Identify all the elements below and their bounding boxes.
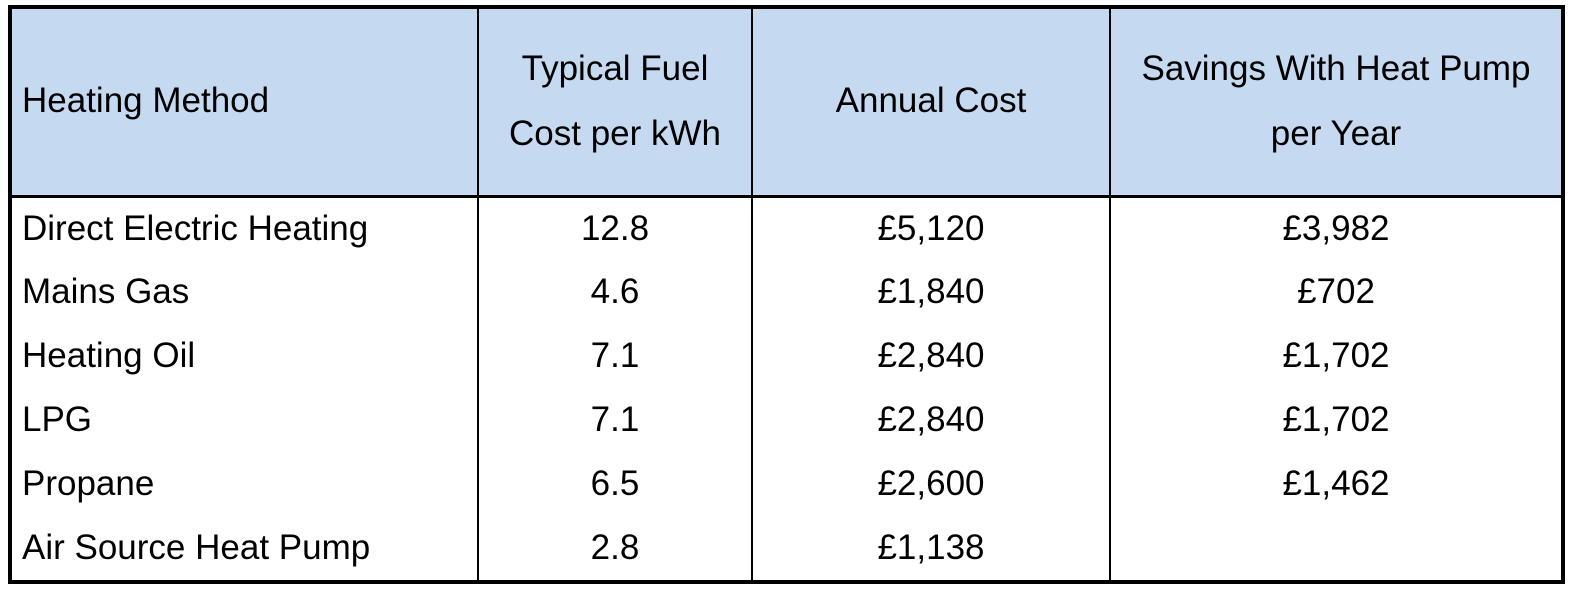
cell-fuel-cost: 6.5 <box>477 452 752 516</box>
cell-savings <box>1109 516 1561 580</box>
column-header-fuel-cost: Typical Fuel Cost per kWh <box>477 9 752 198</box>
cell-savings: £1,702 <box>1109 388 1561 452</box>
cell-fuel-cost: 2.8 <box>477 516 752 580</box>
cell-savings: £3,982 <box>1109 196 1561 260</box>
cell-heating-method: Heating Oil <box>12 324 478 388</box>
cell-heating-method: Propane <box>12 452 478 516</box>
cell-heating-method: Air Source Heat Pump <box>12 516 478 580</box>
cell-savings: £1,702 <box>1109 324 1561 388</box>
cell-annual-cost: £1,138 <box>751 516 1110 580</box>
table-row: LPG 7.1 £2,840 £1,702 <box>12 388 1561 452</box>
cell-heating-method: LPG <box>12 388 478 452</box>
column-header-savings: Savings With Heat Pump per Year <box>1109 9 1561 198</box>
cell-fuel-cost: 12.8 <box>477 196 752 260</box>
cell-annual-cost: £5,120 <box>751 196 1110 260</box>
cell-heating-method: Mains Gas <box>12 260 478 324</box>
column-header-annual-cost: Annual Cost <box>751 9 1110 198</box>
cell-annual-cost: £2,840 <box>751 324 1110 388</box>
header-row: Heating Method Typical Fuel Cost per kWh… <box>12 9 1561 198</box>
cell-fuel-cost: 7.1 <box>477 324 752 388</box>
cost-comparison-table: Heating Method Typical Fuel Cost per kWh… <box>12 9 1561 580</box>
column-header-heating-method: Heating Method <box>12 9 478 198</box>
cell-fuel-cost: 7.1 <box>477 388 752 452</box>
cell-savings: £702 <box>1109 260 1561 324</box>
heating-cost-table: Heating Method Typical Fuel Cost per kWh… <box>8 5 1565 584</box>
table-row: Mains Gas 4.6 £1,840 £702 <box>12 260 1561 324</box>
table-row: Heating Oil 7.1 £2,840 £1,702 <box>12 324 1561 388</box>
table-row: Air Source Heat Pump 2.8 £1,138 <box>12 516 1561 580</box>
table-row: Direct Electric Heating 12.8 £5,120 £3,9… <box>12 196 1561 260</box>
cell-savings: £1,462 <box>1109 452 1561 516</box>
cell-annual-cost: £1,840 <box>751 260 1110 324</box>
cell-annual-cost: £2,840 <box>751 388 1110 452</box>
table-header: Heating Method Typical Fuel Cost per kWh… <box>12 9 1561 198</box>
table-body: Direct Electric Heating 12.8 £5,120 £3,9… <box>12 196 1561 580</box>
cell-annual-cost: £2,600 <box>751 452 1110 516</box>
cell-fuel-cost: 4.6 <box>477 260 752 324</box>
table-row: Propane 6.5 £2,600 £1,462 <box>12 452 1561 516</box>
cell-heating-method: Direct Electric Heating <box>12 196 478 260</box>
